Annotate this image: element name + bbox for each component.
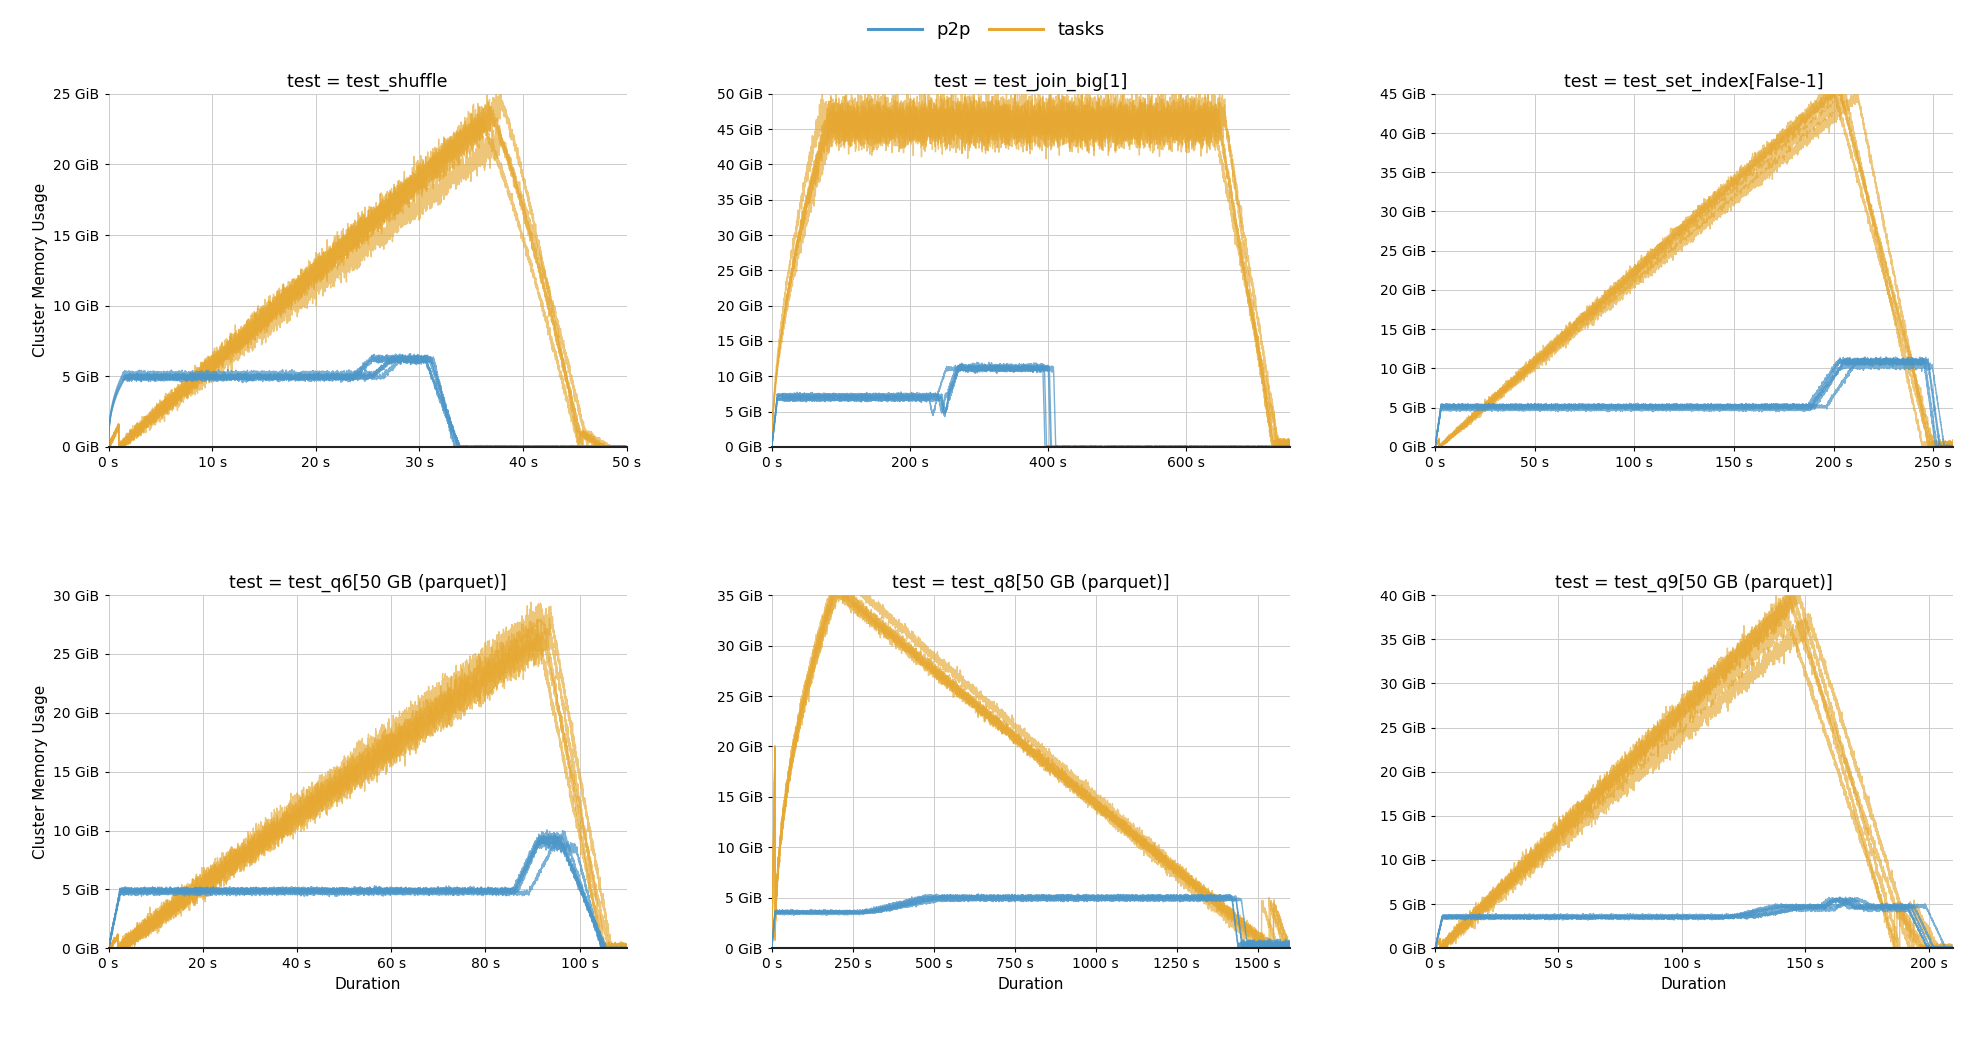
Title: test = test_join_big[1]: test = test_join_big[1]	[933, 73, 1129, 91]
Y-axis label: Cluster Memory Usage: Cluster Memory Usage	[34, 685, 47, 859]
Y-axis label: Cluster Memory Usage: Cluster Memory Usage	[34, 183, 47, 357]
Title: test = test_set_index[False-1]: test = test_set_index[False-1]	[1565, 73, 1823, 91]
Legend: p2p, tasks: p2p, tasks	[860, 15, 1113, 47]
Title: test = test_shuffle: test = test_shuffle	[288, 73, 448, 91]
Title: test = test_q8[50 GB (parquet)]: test = test_q8[50 GB (parquet)]	[892, 574, 1170, 593]
X-axis label: Duration: Duration	[333, 976, 401, 992]
Title: test = test_q6[50 GB (parquet)]: test = test_q6[50 GB (parquet)]	[229, 574, 507, 593]
Title: test = test_q9[50 GB (parquet)]: test = test_q9[50 GB (parquet)]	[1555, 574, 1833, 593]
X-axis label: Duration: Duration	[1661, 976, 1728, 992]
X-axis label: Duration: Duration	[998, 976, 1063, 992]
